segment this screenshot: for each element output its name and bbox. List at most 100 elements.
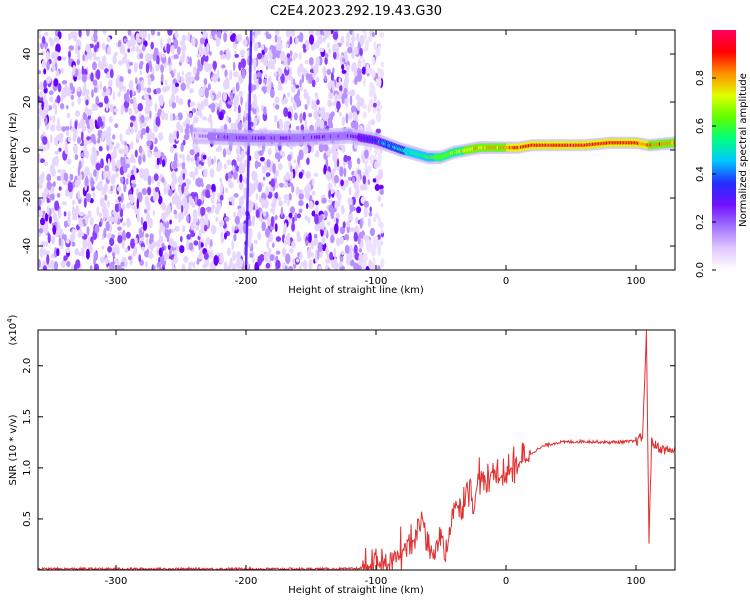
heatmap-speckle [124,248,129,253]
heatmap-speckle [93,251,98,261]
heatmap-speckle [143,168,150,178]
heatmap-speckle [56,175,62,181]
heatmap-speckle [94,119,98,126]
heatmap-speckle [86,226,90,236]
heatmap-speckle [40,42,44,50]
heatmap-speckle [101,90,107,97]
heatmap-speckle [124,163,131,168]
heatmap-speckle [225,49,231,61]
heatmap-speckle [144,200,148,206]
heatmap-speckle [178,98,184,106]
heatmap-speckle [119,76,124,83]
heatmap-speckle [123,86,126,93]
heatmap-speckle [349,227,355,233]
heatmap-speckle [90,72,94,82]
heatmap-speckle [255,193,258,201]
heatmap-speckle [234,225,238,231]
heatmap-speckle [46,205,50,215]
heatmap-speckle [325,53,329,59]
heatmap-speckle [204,213,208,220]
heatmap-speckle [319,30,324,36]
heatmap-speckle [290,96,294,103]
heatmap-speckle [38,145,43,151]
heatmap-speckle [139,70,143,75]
heatmap-speckle [200,178,204,186]
heatmap-speckle [218,220,225,227]
heatmap-speckle [142,221,148,231]
heatmap-speckle [82,85,87,96]
heatmap-speckle [176,121,181,131]
spectrogram-y-tick-label: -20 [22,190,33,206]
heatmap-speckle [49,115,53,122]
heatmap-speckle [343,167,347,178]
heatmap-speckle [376,100,381,106]
heatmap-speckle [271,45,277,53]
heatmap-speckle [235,82,240,92]
snr-series [38,330,675,570]
heatmap-speckle [111,157,115,167]
figure-title: C2E4.2023.292.19.43.G30 [270,4,442,19]
heatmap-speckle [136,45,140,53]
heatmap-speckle [196,198,202,207]
heatmap-speckle [60,92,64,103]
heatmap-speckle [300,262,306,267]
heatmap-speckle [145,126,150,134]
heatmap-speckle [340,35,345,45]
heatmap-speckle [288,193,292,201]
heatmap-speckle [86,108,93,116]
heatmap-speckle [372,102,377,108]
heatmap-speckle [348,251,353,261]
heatmap-speckle [318,221,324,230]
heatmap-speckle [364,169,369,176]
heatmap-speckle [195,224,199,231]
heatmap-speckle [354,231,357,242]
heatmap-speckle [288,267,293,270]
heatmap-speckle [89,118,94,128]
heatmap-speckle [106,36,111,43]
heatmap-speckle [213,156,217,164]
heatmap-speckle [349,202,354,213]
heatmap-speckle [202,54,206,62]
heatmap-speckle [112,56,117,65]
heatmap-speckle [160,110,166,121]
heatmap-speckle [171,170,177,181]
heatmap-speckle [101,205,108,215]
heatmap-speckle [278,118,283,126]
heatmap-speckle [209,261,215,270]
heatmap-speckle [278,80,282,90]
heatmap-speckle [47,263,52,269]
heatmap-speckle [130,179,137,185]
heatmap-speckle [160,53,166,58]
heatmap-speckle [66,112,71,119]
heatmap-speckle [87,128,92,134]
heatmap-speckle [325,170,330,180]
heatmap-speckle [139,30,144,38]
heatmap-speckle [171,83,175,88]
heatmap-speckle [290,165,293,173]
heatmap-speckle [81,73,87,83]
heatmap-speckle [117,60,124,66]
heatmap-speckle [144,106,150,115]
heatmap-speckle [206,43,210,54]
heatmap-speckle [263,252,269,263]
heatmap-speckle [379,188,385,195]
heatmap-speckle [38,183,43,189]
heatmap-speckle [277,41,283,52]
heatmap-speckle [53,212,57,220]
heatmap-speckle [266,83,270,94]
heatmap-speckle [348,213,354,222]
heatmap-speckle [109,68,114,79]
heatmap-speckle [353,262,358,270]
heatmap-speckle [43,79,47,90]
heatmap-speckle [330,227,333,236]
heatmap-speckle [239,173,243,183]
heatmap-speckle [150,30,155,36]
heatmap-speckle [155,87,162,94]
heatmap-speckle [160,38,163,49]
heatmap-speckle [316,99,320,105]
heatmap-speckle [60,171,64,182]
heatmap-speckle [344,53,349,63]
heatmap-speckle [134,237,138,245]
heatmap-speckle [341,144,346,154]
heatmap-speckle [283,107,289,118]
